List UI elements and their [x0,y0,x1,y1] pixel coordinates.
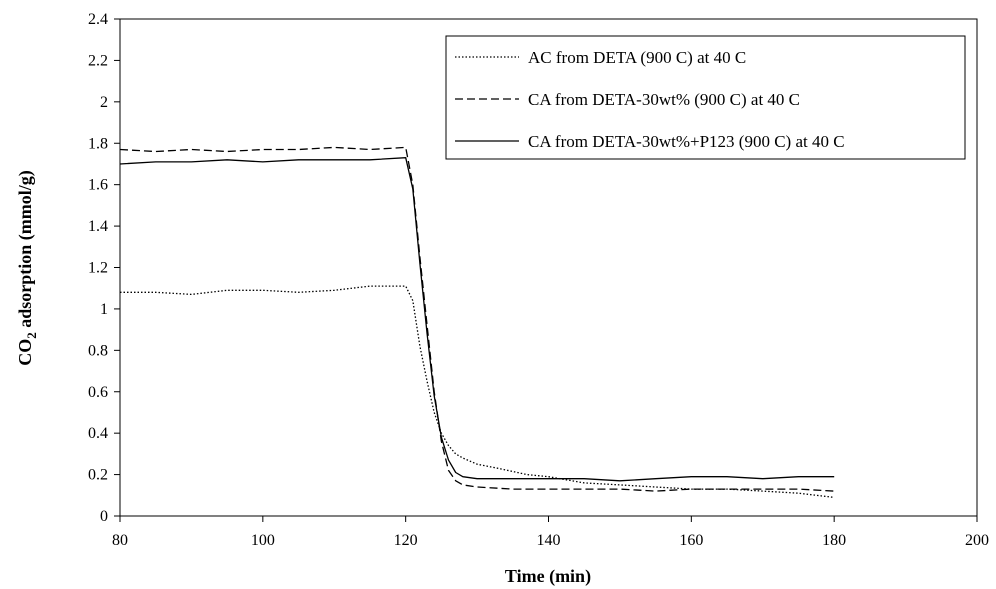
x-tick-label: 180 [822,532,846,549]
x-axis-title: Time (min) [505,566,591,587]
legend-label-2: CA from DETA-30wt%+P123 (900 C) at 40 C [528,132,845,151]
x-axis-ticks: 80 100 120 140 160 180 200 [112,516,989,549]
x-tick-label: 120 [394,532,418,549]
y-axis-title-subscript: 2 [24,332,39,339]
legend-label-1: CA from DETA-30wt% (900 C) at 40 C [528,90,800,109]
series-line-0 [120,285,835,499]
y-tick-label: 0.2 [88,467,108,484]
x-tick-label: 200 [965,532,989,549]
y-tick-label: 0.8 [88,342,108,359]
x-tick-label: 160 [679,532,703,549]
y-tick-label: 0.4 [88,425,108,442]
y-tick-label: 2.4 [88,11,108,28]
y-axis-title: CO2 adsorption (mmol/g) [15,170,39,366]
y-tick-label: 1.6 [88,177,108,194]
y-axis-ticks: 0 0.2 0.4 0.6 0.8 1 1.2 1.4 1.6 1.8 2 2.2 2.4 [88,11,120,525]
legend-label-0: AC from DETA (900 C) at 40 C [528,48,746,67]
x-tick-label: 80 [112,532,128,549]
legend: AC from DETA (900 C) at 40 C CA from DET… [445,35,966,160]
y-tick-label: 2 [100,94,108,111]
y-axis-title-part: adsorption (mmol/g) [15,170,36,332]
y-tick-label: 1.2 [88,260,108,277]
y-tick-label: 1.4 [88,218,108,235]
y-tick-label: 0 [100,508,108,525]
series-line-2 [119,157,835,482]
y-tick-label: 1.8 [88,135,108,152]
x-tick-label: 100 [251,532,275,549]
y-tick-label: 2.2 [88,52,108,69]
series-line-1 [119,146,835,492]
y-tick-label: 1 [100,301,108,318]
x-tick-label: 140 [537,532,561,549]
series-layer [119,146,835,499]
y-axis-title-part: CO [15,339,35,366]
y-tick-label: 0.6 [88,384,108,401]
legend-box [445,35,966,160]
